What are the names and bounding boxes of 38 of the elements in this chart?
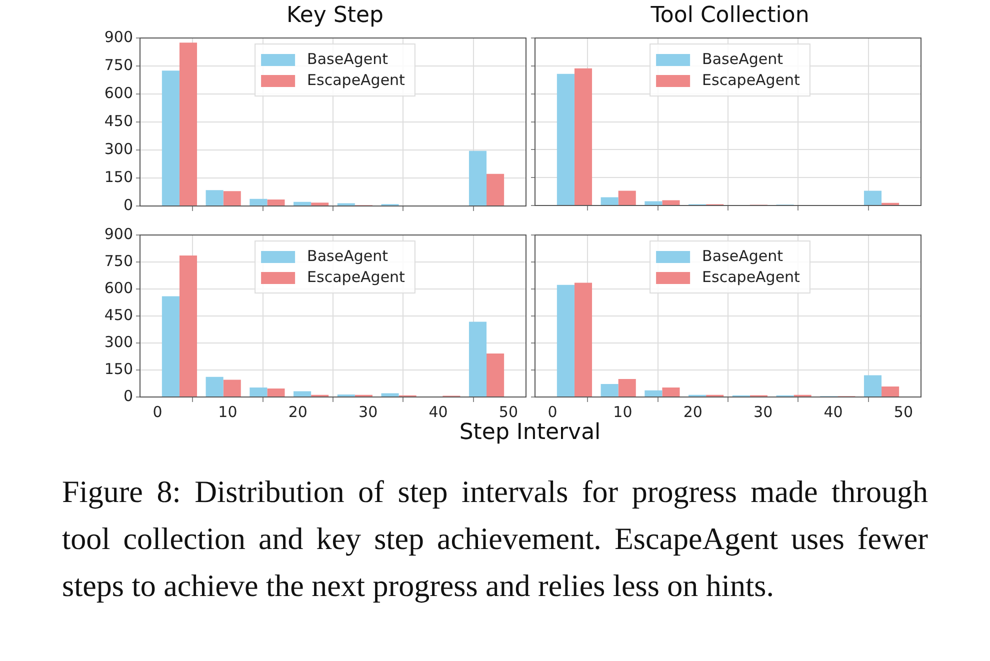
x-tick-label: 0 bbox=[152, 402, 162, 421]
x-tick-label: 50 bbox=[894, 402, 913, 421]
x-tick-label: 10 bbox=[218, 402, 238, 421]
y-tick-label: 900 bbox=[104, 28, 133, 46]
caption: Figure 8: Distribution of step intervals for progress made through tool collection and key step achievement. EscapeAgent uses fewer steps to achieve the next progress and relies less on hints. bbox=[62, 473, 928, 605]
y-tick-label: 900 bbox=[104, 224, 133, 243]
y-tick-label: 150 bbox=[104, 168, 133, 186]
legend-label: EscapeAgent bbox=[307, 268, 406, 286]
y-tick-label: 750 bbox=[104, 56, 133, 74]
y-tick-label: 300 bbox=[104, 332, 133, 351]
x-tick-label: 20 bbox=[683, 402, 702, 421]
legend-label: EscapeAgent bbox=[702, 70, 800, 89]
legend-label: BaseAgent bbox=[307, 246, 388, 265]
y-tick-label: 150 bbox=[104, 360, 133, 378]
y-tick-label: 450 bbox=[104, 306, 133, 324]
chart-title: Tool Collection bbox=[650, 3, 810, 28]
x-tick-label: 40 bbox=[428, 402, 448, 421]
x-tick-label: 20 bbox=[288, 402, 308, 421]
legend-label: BaseAgent bbox=[702, 50, 784, 68]
y-tick-label: 600 bbox=[104, 84, 133, 102]
x-tick-label: 40 bbox=[824, 402, 843, 421]
legend-label: EscapeAgent bbox=[702, 268, 800, 286]
x-axis-title: Step Interval bbox=[458, 420, 602, 445]
y-tick-label: 750 bbox=[104, 252, 133, 270]
y-tick-label: 450 bbox=[104, 112, 133, 130]
x-tick-label: 30 bbox=[358, 402, 378, 421]
x-tick-label: 50 bbox=[498, 402, 518, 421]
x-tick-label: 30 bbox=[754, 402, 773, 421]
y-tick-label: 300 bbox=[104, 140, 133, 158]
legend-label: EscapeAgent bbox=[307, 70, 406, 89]
y-tick-label: 600 bbox=[104, 278, 133, 297]
x-tick-label: 0 bbox=[548, 402, 558, 421]
chart-title: Key Step bbox=[286, 3, 384, 28]
legend-label: BaseAgent bbox=[307, 50, 388, 68]
y-tick-label: 0 bbox=[123, 386, 133, 405]
legend-label: BaseAgent bbox=[702, 246, 784, 265]
x-tick-label: 10 bbox=[613, 402, 632, 421]
y-tick-label: 0 bbox=[123, 196, 133, 214]
